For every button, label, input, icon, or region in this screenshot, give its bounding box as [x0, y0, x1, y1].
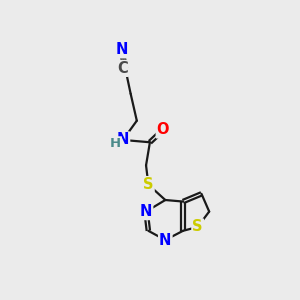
Text: S: S — [192, 220, 203, 235]
Text: N: N — [159, 232, 172, 247]
Text: N: N — [140, 204, 152, 219]
Text: O: O — [157, 122, 169, 137]
Text: S: S — [143, 177, 154, 192]
Text: H: H — [110, 137, 121, 150]
Text: N: N — [115, 42, 128, 57]
Text: N: N — [117, 133, 129, 148]
Text: C: C — [117, 61, 128, 76]
